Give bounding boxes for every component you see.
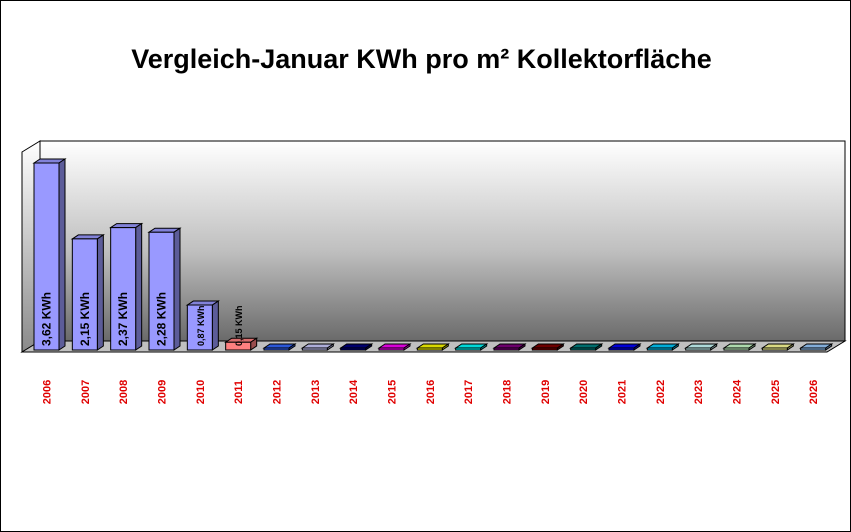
x-tick-2012: 2012 bbox=[272, 380, 284, 404]
bar-front-2011 bbox=[225, 341, 252, 351]
bar-front-2022 bbox=[646, 347, 673, 351]
bar-side-2009 bbox=[173, 227, 181, 351]
x-tick-2009: 2009 bbox=[157, 380, 169, 404]
data-label-2006: 3,62 KWh bbox=[40, 292, 54, 346]
x-tick-2006: 2006 bbox=[42, 380, 54, 404]
bar-2015 bbox=[377, 343, 412, 351]
bar-front-2021 bbox=[608, 347, 635, 351]
bar-2020 bbox=[569, 343, 604, 351]
bar-2011 bbox=[224, 337, 259, 351]
bar-front-2013 bbox=[301, 347, 328, 351]
bar-front-2012 bbox=[263, 347, 290, 351]
x-tick-2019: 2019 bbox=[540, 380, 552, 404]
bar-front-2015 bbox=[378, 347, 405, 351]
data-label-2011: 0,15 KWh bbox=[234, 305, 244, 346]
bar-2010 bbox=[185, 300, 220, 351]
bar-front-2014 bbox=[340, 347, 367, 351]
x-tick-2017: 2017 bbox=[463, 380, 475, 404]
bar-front-2017 bbox=[455, 347, 482, 351]
bar-2019 bbox=[530, 343, 565, 351]
x-tick-2023: 2023 bbox=[693, 380, 705, 404]
x-tick-2018: 2018 bbox=[502, 380, 514, 404]
x-tick-2026: 2026 bbox=[808, 380, 820, 404]
bar-2016 bbox=[415, 343, 450, 351]
bar-2022 bbox=[645, 343, 680, 351]
bar-front-2020 bbox=[570, 347, 597, 351]
bar-2006 bbox=[32, 158, 67, 351]
bar-2012 bbox=[262, 343, 297, 351]
bar-front-2007 bbox=[71, 238, 98, 351]
x-tick-2010: 2010 bbox=[195, 380, 207, 404]
data-label-2010: 0,87 KWh bbox=[196, 305, 206, 346]
bar-2026 bbox=[799, 343, 834, 351]
x-tick-2015: 2015 bbox=[387, 380, 399, 404]
bar-2023 bbox=[684, 343, 719, 351]
x-tick-2021: 2021 bbox=[617, 380, 629, 404]
bar-front-2026 bbox=[800, 347, 827, 351]
data-label-2007: 2,15 KWh bbox=[78, 292, 92, 346]
x-tick-2025: 2025 bbox=[770, 380, 782, 404]
bar-side-2007 bbox=[96, 234, 104, 351]
bar-front-2009 bbox=[148, 231, 175, 351]
bar-2008 bbox=[109, 222, 144, 351]
x-tick-2024: 2024 bbox=[732, 379, 744, 404]
bar-front-2023 bbox=[685, 347, 712, 351]
x-tick-2007: 2007 bbox=[80, 380, 92, 404]
bar-front-2006 bbox=[33, 162, 60, 351]
data-label-2009: 2,28 KWh bbox=[155, 292, 169, 346]
bar-side-2006 bbox=[58, 158, 66, 351]
bar-2025 bbox=[760, 343, 795, 351]
x-tick-2011: 2011 bbox=[233, 380, 245, 404]
data-label-2008: 2,37 KWh bbox=[116, 292, 130, 346]
x-tick-2013: 2013 bbox=[310, 380, 322, 404]
bar-2018 bbox=[492, 343, 527, 351]
x-tick-2022: 2022 bbox=[655, 380, 667, 404]
x-tick-2014: 2014 bbox=[348, 379, 360, 404]
bar-2017 bbox=[454, 343, 489, 351]
bar-front-2024 bbox=[723, 347, 750, 351]
bar-side-2008 bbox=[135, 222, 143, 351]
bar-2021 bbox=[607, 343, 642, 351]
bar-2013 bbox=[300, 343, 335, 351]
bar-front-2010 bbox=[186, 304, 213, 351]
bar-2024 bbox=[722, 343, 757, 351]
bar-side-2010 bbox=[211, 300, 219, 351]
x-tick-2008: 2008 bbox=[118, 380, 130, 404]
bar-2014 bbox=[339, 343, 374, 351]
bar-front-2016 bbox=[416, 347, 443, 351]
bar-front-2018 bbox=[493, 347, 520, 351]
bar-front-2008 bbox=[110, 227, 137, 351]
x-tick-2016: 2016 bbox=[425, 380, 437, 404]
bar-front-2019 bbox=[531, 347, 558, 351]
x-tick-2020: 2020 bbox=[578, 380, 590, 404]
bar-front-2025 bbox=[761, 347, 788, 351]
bar-2007 bbox=[70, 234, 105, 351]
bar-2009 bbox=[147, 227, 182, 351]
chart-title: Vergleich-Januar KWh pro m² Kollektorflä… bbox=[131, 44, 712, 74]
